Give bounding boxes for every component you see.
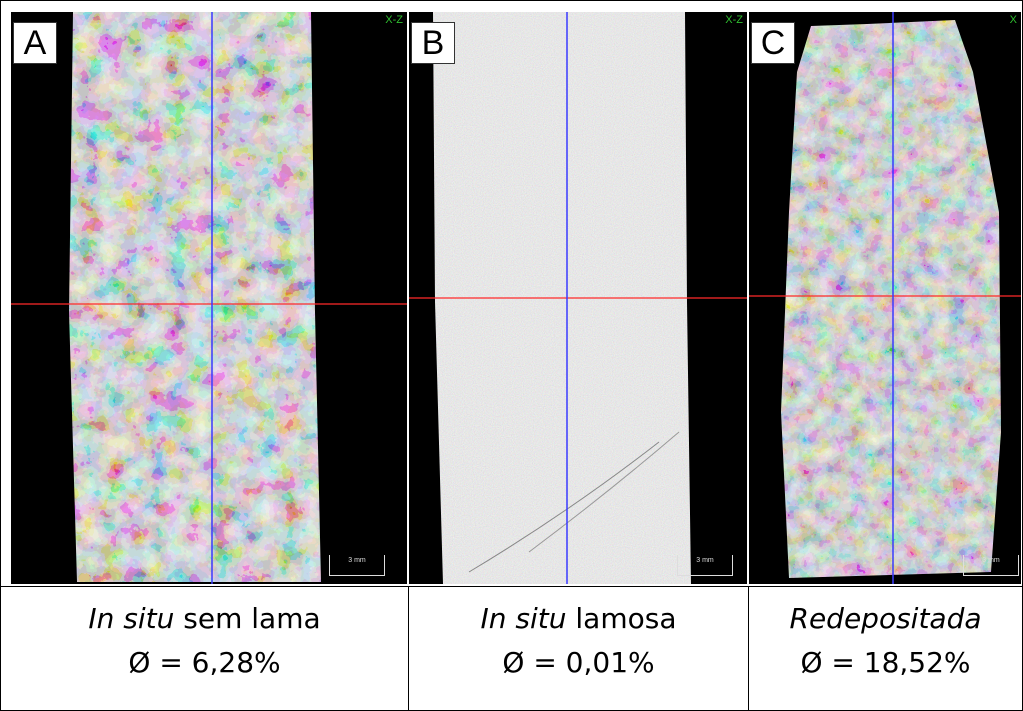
caption-a: In situ sem lama Ø = 6,28% — [1, 587, 409, 711]
scale-bar: 3 mm — [677, 555, 733, 576]
caption-title: In situ lamosa — [409, 601, 748, 637]
caption-b: In situ lamosa Ø = 0,01% — [409, 587, 749, 711]
panel-letter: B — [411, 22, 455, 64]
scale-bar: 3 mm — [963, 555, 1019, 576]
caption-italic: In situ — [88, 602, 175, 635]
ct-image-a — [11, 12, 407, 584]
scale-label: 3 mm — [348, 557, 366, 564]
ct-image-c — [749, 12, 1021, 584]
scale-label: 3 mm — [696, 557, 714, 564]
porosity-value: Ø = 0,01% — [502, 646, 655, 679]
caption-rest: sem lama — [174, 602, 321, 635]
ct-panel-b: B X-Z 3 mm — [409, 12, 747, 584]
panel-letter: A — [13, 22, 57, 64]
caption-rest: lamosa — [566, 602, 677, 635]
porosity-value: Ø = 18,52% — [800, 646, 971, 679]
caption-title: Redepositada — [749, 601, 1022, 637]
caption-row: In situ sem lama Ø = 6,28% In situ lamos… — [1, 586, 1022, 711]
caption-title: In situ sem lama — [1, 601, 408, 637]
ct-image-b — [409, 12, 747, 584]
caption-c: Redepositada Ø = 18,52% — [749, 587, 1022, 711]
scale-bar: 3 mm — [329, 555, 385, 576]
ct-panel-a: A X-Z 3 mm — [11, 12, 407, 584]
scale-label: 3 mm — [982, 557, 1000, 564]
caption-italic: In situ — [480, 602, 567, 635]
panel-letter: C — [751, 22, 795, 64]
view-tag: X-Z — [385, 14, 403, 26]
ct-panel-c: C X 3 mm — [749, 12, 1021, 584]
porosity-value: Ø = 6,28% — [128, 646, 281, 679]
view-tag: X-Z — [725, 14, 743, 26]
caption-italic: Redepositada — [789, 602, 982, 635]
view-tag: X — [1009, 14, 1017, 26]
